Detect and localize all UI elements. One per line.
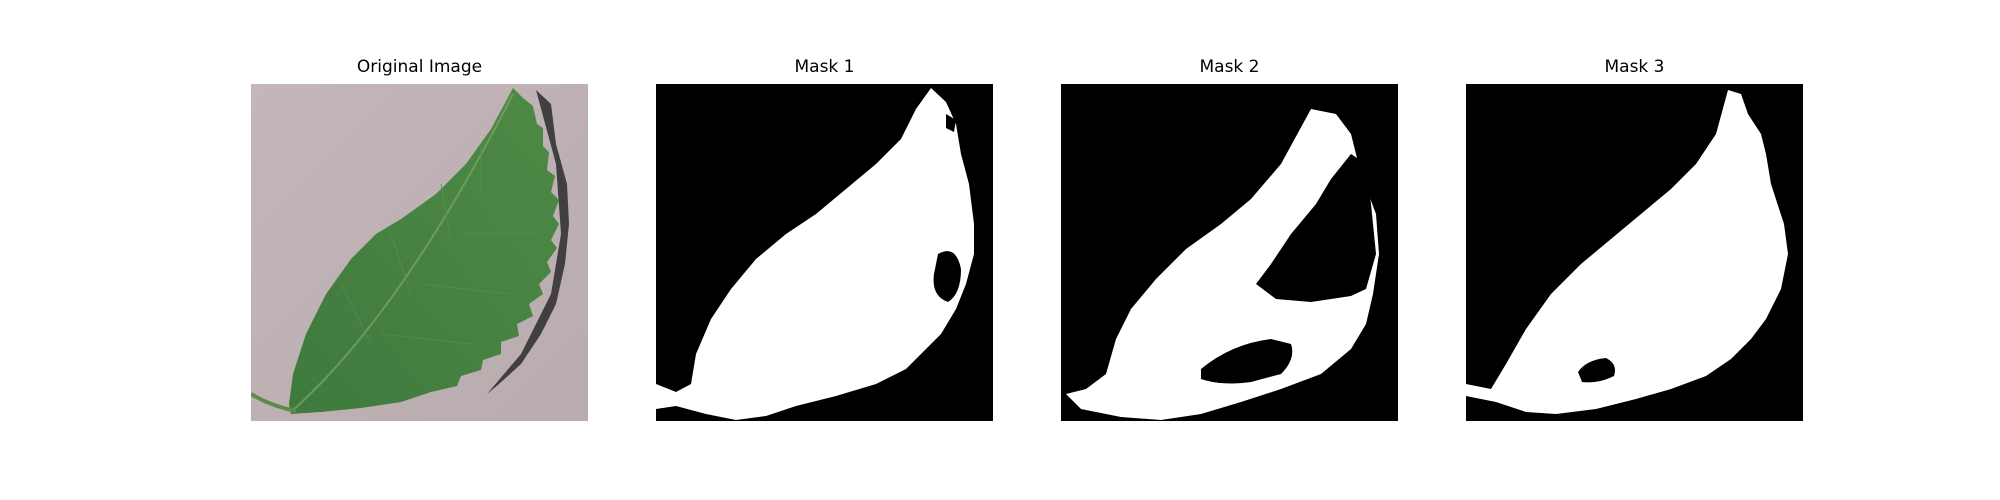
mask-hole <box>1201 339 1293 384</box>
mask-hole <box>933 251 961 302</box>
leaf-stem <box>251 392 297 413</box>
mask3-image <box>1466 84 1803 421</box>
leaf-shadow <box>487 90 569 394</box>
mask-foreground <box>1466 90 1788 414</box>
panel-title: Mask 3 <box>1604 57 1665 77</box>
mask-hole <box>946 114 956 132</box>
panel-title: Mask 2 <box>1199 57 1260 77</box>
mask-hole <box>1578 358 1615 383</box>
leaf-veins <box>340 144 541 345</box>
panel-title: Original Image <box>356 57 483 77</box>
mask-foreground <box>656 88 974 420</box>
mask1-image <box>656 84 993 421</box>
mask-hole <box>1256 154 1376 302</box>
leaf-midrib <box>290 93 514 413</box>
panel-title: Mask 1 <box>794 57 855 77</box>
mask2-image <box>1061 84 1398 421</box>
original-leaf-photo <box>251 84 588 421</box>
mask-foreground <box>1066 109 1379 420</box>
